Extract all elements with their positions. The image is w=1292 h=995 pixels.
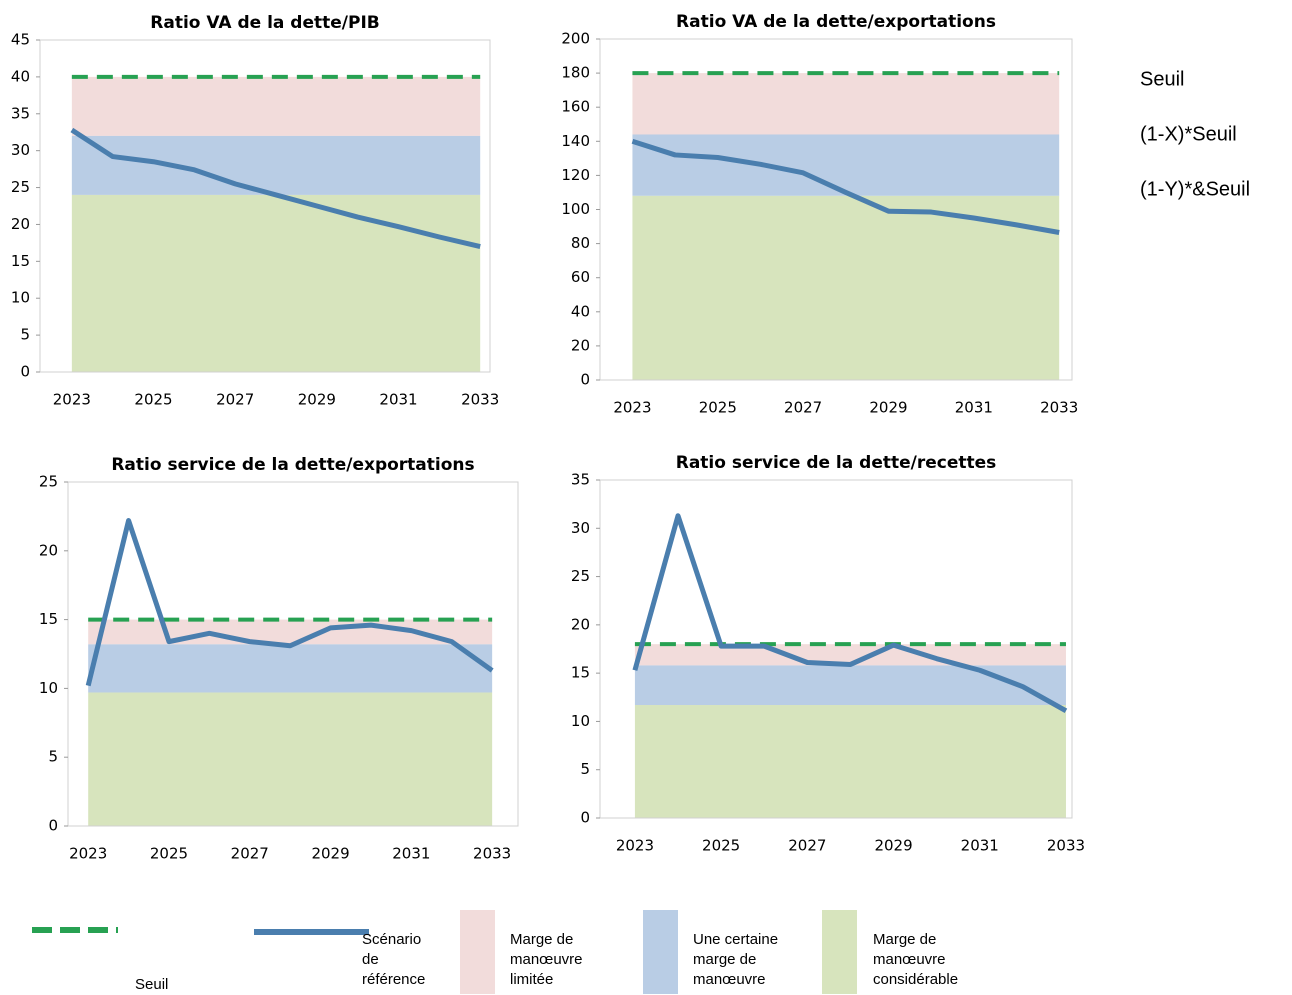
x-tick-label: 2027 — [788, 837, 826, 855]
y-tick-label: 80 — [571, 234, 590, 252]
x-tick-label: 2031 — [392, 845, 430, 863]
legend-label: Scénario de référence — [362, 931, 426, 988]
side-label: Seuil — [1140, 68, 1184, 90]
y-tick-label: 0 — [48, 817, 58, 835]
legend-swatch — [460, 910, 495, 994]
x-tick-label: 2029 — [298, 391, 336, 409]
y-tick-label: 40 — [11, 67, 30, 85]
reference-line — [631, 138, 1060, 235]
legend-label: Seuil — [135, 976, 169, 993]
band-considerable — [634, 705, 1066, 818]
y-tick-label: 25 — [11, 178, 30, 196]
band-limited — [634, 644, 1066, 666]
reference-line — [85, 518, 494, 687]
y-tick-label: 25 — [571, 567, 590, 585]
y-tick-label: 60 — [571, 268, 590, 286]
legend-label: Marge de manœuvre limitée — [510, 931, 583, 988]
x-tick-label: 2023 — [616, 837, 654, 855]
y-tick-label: 40 — [571, 302, 590, 320]
band-some — [71, 135, 481, 195]
chart-title: Ratio VA de la dette/exportations — [676, 12, 996, 32]
y-tick-label: 20 — [39, 541, 58, 559]
legend-label: Une certaine marge de manœuvre — [693, 931, 779, 988]
band-limited — [632, 73, 1060, 135]
reference-line — [70, 127, 481, 250]
y-tick-label: 5 — [48, 748, 58, 766]
y-tick-label: 20 — [11, 215, 30, 233]
x-tick-label: 2029 — [869, 399, 907, 417]
y-tick-label: 10 — [39, 679, 58, 697]
x-tick-label: 2033 — [461, 391, 499, 409]
y-tick-label: 20 — [571, 336, 590, 354]
plot-frame — [67, 481, 519, 827]
x-tick-label: 2031 — [961, 837, 999, 855]
x-tick-label: 2025 — [702, 837, 740, 855]
chart-title: Ratio service de la dette/exportations — [111, 455, 474, 475]
y-tick-label: 35 — [11, 104, 30, 122]
band-limited — [88, 619, 493, 645]
x-tick-label: 2029 — [874, 837, 912, 855]
x-tick-label: 2033 — [473, 845, 511, 863]
band-some — [88, 644, 493, 693]
y-tick-label: 100 — [561, 200, 590, 218]
y-tick-label: 45 — [11, 31, 30, 49]
band-some — [634, 665, 1066, 706]
y-tick-label: 0 — [20, 363, 30, 381]
legend-swatch — [643, 910, 678, 994]
legend-label: Marge de manœuvre considérable — [873, 931, 959, 988]
x-tick-label: 2029 — [311, 845, 349, 863]
y-tick-label: 30 — [571, 519, 590, 537]
y-tick-label: 140 — [561, 132, 590, 150]
reference-line — [632, 513, 1068, 713]
band-considerable — [88, 692, 493, 826]
x-tick-label: 2027 — [216, 391, 254, 409]
side-label: (1-X)*Seuil — [1140, 123, 1237, 145]
legend-swatch — [822, 910, 857, 994]
x-tick-label: 2023 — [69, 845, 107, 863]
band-some — [632, 134, 1060, 196]
x-tick-label: 2025 — [134, 391, 172, 409]
y-tick-label: 200 — [561, 30, 590, 48]
x-tick-label: 2031 — [379, 391, 417, 409]
y-tick-label: 5 — [20, 326, 30, 344]
x-tick-label: 2027 — [784, 399, 822, 417]
y-tick-label: 120 — [561, 166, 590, 184]
chart-title: Ratio VA de la dette/PIB — [150, 13, 379, 33]
x-tick-label: 2033 — [1040, 399, 1078, 417]
y-tick-label: 15 — [11, 252, 30, 270]
x-tick-label: 2027 — [231, 845, 269, 863]
side-label: (1-Y)*&Seuil — [1140, 178, 1250, 200]
y-tick-label: 15 — [571, 664, 590, 682]
x-tick-label: 2023 — [53, 391, 91, 409]
x-tick-label: 2031 — [955, 399, 993, 417]
x-tick-label: 2033 — [1047, 837, 1085, 855]
y-tick-label: 35 — [571, 471, 590, 489]
y-tick-label: 15 — [39, 610, 58, 628]
y-tick-label: 180 — [561, 64, 590, 82]
y-tick-label: 30 — [11, 141, 30, 159]
x-tick-label: 2023 — [613, 399, 651, 417]
y-tick-label: 0 — [580, 371, 590, 389]
chart-title: Ratio service de la dette/recettes — [676, 453, 997, 473]
plot-frame — [39, 39, 491, 373]
y-tick-label: 0 — [580, 809, 590, 827]
band-considerable — [632, 195, 1060, 380]
y-tick-label: 10 — [11, 289, 30, 307]
x-tick-label: 2025 — [699, 399, 737, 417]
plot-frame — [599, 479, 1073, 819]
x-tick-label: 2025 — [150, 845, 188, 863]
band-limited — [71, 76, 481, 136]
y-tick-label: 25 — [39, 473, 58, 491]
y-tick-label: 20 — [571, 615, 590, 633]
y-tick-label: 160 — [561, 98, 590, 116]
y-tick-label: 5 — [580, 760, 590, 778]
band-considerable — [71, 194, 481, 372]
y-tick-label: 10 — [571, 712, 590, 730]
